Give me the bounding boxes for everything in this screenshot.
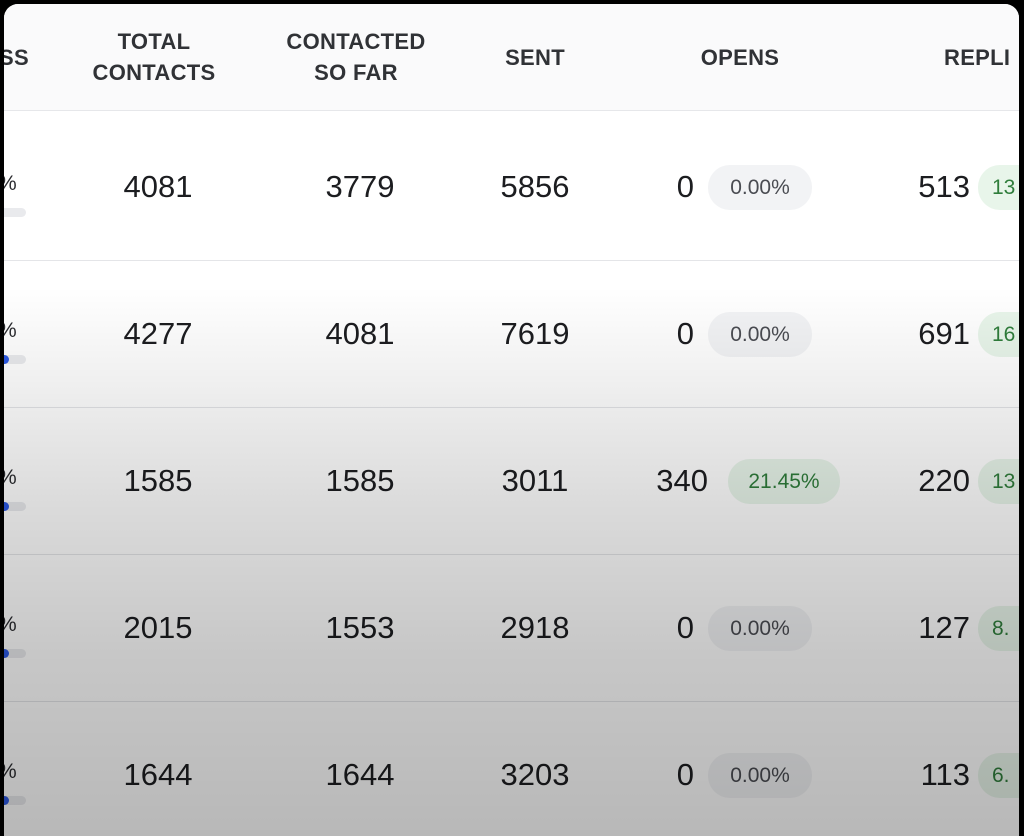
column-header-opens[interactable]: OPENS	[700, 44, 780, 70]
replies-value: 127	[918, 610, 970, 645]
column-header-replies[interactable]: REPLI	[944, 44, 1011, 70]
progress-percent: %	[4, 319, 17, 343]
contacted-so-far-value: 1644	[325, 757, 395, 792]
column-header-contacted-so-far[interactable]: CONTACTED SO FAR	[286, 29, 426, 85]
replies-rate-badge: 13	[978, 459, 1019, 504]
replies-rate-badge: 16	[978, 312, 1019, 357]
opens-rate-badge: 21.45%	[728, 459, 840, 504]
progress-percent: %	[4, 466, 17, 490]
column-header-total-contacts[interactable]: TOTAL CONTACTS	[92, 29, 216, 85]
replies-rate-badge: 8.	[978, 606, 1019, 651]
progress-bar	[4, 502, 26, 511]
progress-bar	[4, 649, 26, 658]
opens-rate-badge: 0.00%	[708, 753, 812, 798]
opens-rate-badge: 0.00%	[708, 165, 812, 210]
opens-value: 340	[656, 463, 708, 498]
total-contacts-value: 4081	[123, 169, 193, 204]
progress-bar-fill	[4, 796, 10, 805]
sent-value: 5856	[500, 169, 570, 204]
campaign-stats-table: SS TOTAL CONTACTS CONTACTED SO FAR SENT …	[4, 4, 1019, 836]
opens-value: 0	[676, 610, 694, 645]
replies-rate-badge: 6.	[978, 753, 1019, 798]
replies-value: 691	[918, 316, 970, 351]
total-contacts-value: 4277	[123, 316, 193, 351]
opens-rate-badge: 0.00%	[708, 312, 812, 357]
contacted-so-far-value: 4081	[325, 316, 395, 351]
progress-percent: %	[4, 172, 17, 196]
sent-value: 3203	[500, 757, 570, 792]
sent-value: 7619	[500, 316, 570, 351]
total-contacts-value: 2015	[123, 610, 193, 645]
progress-bar-fill	[4, 649, 10, 658]
contacted-so-far-value: 3779	[325, 169, 395, 204]
progress-bar	[4, 355, 26, 364]
sent-value: 2918	[500, 610, 570, 645]
contacted-so-far-value: 1585	[325, 463, 395, 498]
progress-percent: %	[4, 613, 17, 637]
opens-value: 0	[676, 757, 694, 792]
progress-percent: %	[4, 760, 17, 784]
total-contacts-value: 1585	[123, 463, 193, 498]
sent-value: 3011	[501, 463, 569, 498]
contacted-so-far-value: 1553	[325, 610, 395, 645]
replies-value: 113	[920, 757, 970, 792]
opens-value: 0	[676, 169, 694, 204]
progress-bar	[4, 208, 26, 217]
replies-rate-badge: 13	[978, 165, 1019, 210]
column-header-sent[interactable]: SENT	[505, 44, 565, 70]
progress-bar	[4, 796, 26, 805]
progress-bar-fill	[4, 355, 10, 364]
table-header: SS TOTAL CONTACTS CONTACTED SO FAR SENT …	[4, 4, 1019, 111]
column-header-progress[interactable]: SS	[4, 44, 29, 70]
opens-value: 0	[676, 316, 694, 351]
progress-bar-fill	[4, 502, 10, 511]
replies-value: 513	[918, 169, 970, 204]
opens-rate-badge: 0.00%	[708, 606, 812, 651]
total-contacts-value: 1644	[123, 757, 193, 792]
replies-value: 220	[918, 463, 970, 498]
